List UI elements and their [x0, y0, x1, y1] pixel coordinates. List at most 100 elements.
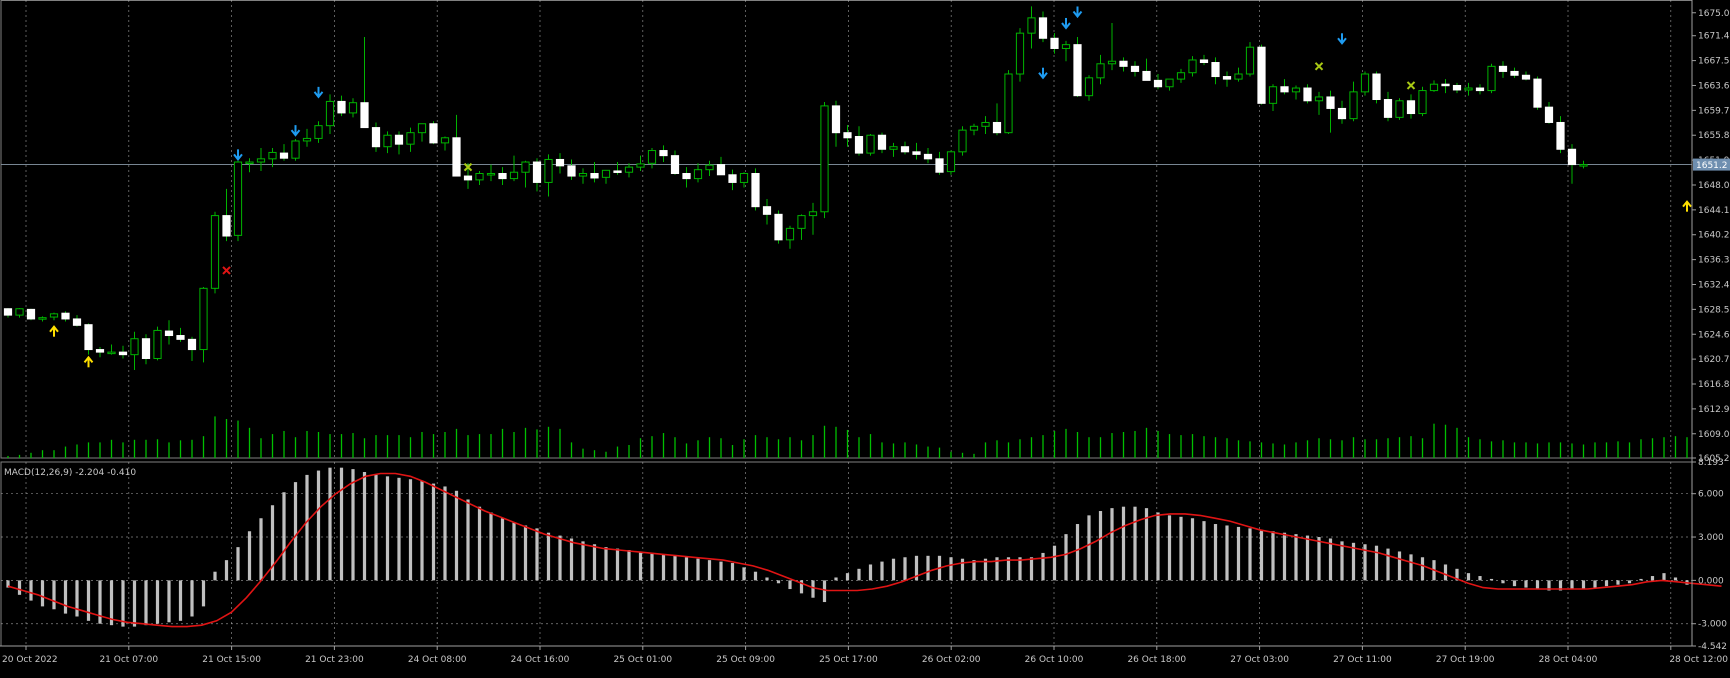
- candle[interactable]: [1372, 71, 1381, 104]
- candle[interactable]: [935, 151, 944, 175]
- current-price-tag[interactable]: 1651.2: [1693, 158, 1730, 172]
- candle[interactable]: [1395, 98, 1404, 120]
- candle[interactable]: [1510, 67, 1519, 78]
- candle[interactable]: [475, 170, 484, 185]
- candle[interactable]: [84, 323, 93, 355]
- candle[interactable]: [360, 36, 369, 129]
- candle[interactable]: [61, 311, 70, 322]
- candle[interactable]: [866, 133, 875, 156]
- candle[interactable]: [831, 100, 841, 147]
- candle[interactable]: [1234, 67, 1243, 82]
- candle[interactable]: [1349, 81, 1358, 122]
- candle[interactable]: [1061, 40, 1071, 62]
- candle[interactable]: [728, 169, 737, 191]
- candle[interactable]: [958, 126, 967, 156]
- candle[interactable]: [1257, 44, 1266, 105]
- candle[interactable]: [590, 162, 599, 183]
- candle[interactable]: [567, 159, 576, 180]
- candle[interactable]: [946, 150, 956, 175]
- candle[interactable]: [1015, 28, 1025, 82]
- candle[interactable]: [521, 160, 530, 188]
- candle[interactable]: [325, 94, 335, 134]
- candle[interactable]: [636, 155, 645, 171]
- candle[interactable]: [1464, 82, 1473, 96]
- candle[interactable]: [820, 102, 829, 219]
- candle[interactable]: [107, 344, 116, 355]
- candle[interactable]: [1533, 76, 1542, 110]
- candle[interactable]: [785, 225, 795, 249]
- candle[interactable]: [1119, 57, 1128, 72]
- candle[interactable]: [774, 210, 783, 244]
- candle[interactable]: [222, 188, 231, 242]
- candle[interactable]: [1498, 61, 1508, 78]
- candle[interactable]: [95, 347, 105, 358]
- candle[interactable]: [797, 214, 806, 240]
- candle[interactable]: [1268, 84, 1278, 111]
- candle[interactable]: [1475, 84, 1485, 95]
- candle[interactable]: [1245, 42, 1255, 77]
- candle[interactable]: [601, 169, 611, 184]
- candle[interactable]: [1165, 78, 1174, 91]
- candle[interactable]: [613, 162, 622, 175]
- candle[interactable]: [429, 121, 438, 145]
- candle[interactable]: [498, 167, 507, 185]
- candle[interactable]: [1280, 79, 1289, 95]
- candle[interactable]: [1199, 54, 1209, 66]
- candle[interactable]: [383, 131, 392, 154]
- candle[interactable]: [532, 158, 542, 192]
- candle[interactable]: [406, 127, 415, 152]
- candle[interactable]: [1360, 71, 1370, 96]
- candle[interactable]: [1521, 71, 1531, 81]
- candle[interactable]: [15, 308, 24, 318]
- candle[interactable]: [1130, 61, 1140, 77]
- candle[interactable]: [808, 202, 818, 235]
- candle[interactable]: [268, 147, 277, 168]
- candle[interactable]: [1038, 11, 1048, 43]
- candle[interactable]: [1556, 116, 1565, 154]
- candle[interactable]: [555, 153, 565, 174]
- candle[interactable]: [486, 164, 496, 182]
- candle[interactable]: [877, 132, 887, 154]
- price-candles[interactable]: [3, 6, 1588, 370]
- candle[interactable]: [1027, 6, 1036, 49]
- candle[interactable]: [210, 211, 220, 294]
- candle[interactable]: [440, 136, 450, 151]
- candle[interactable]: [26, 308, 36, 321]
- candle[interactable]: [1303, 84, 1312, 104]
- candle[interactable]: [1567, 144, 1577, 184]
- candle[interactable]: [1153, 73, 1163, 90]
- candle[interactable]: [256, 147, 266, 171]
- candle[interactable]: [118, 345, 128, 359]
- candle[interactable]: [1544, 102, 1554, 124]
- candle[interactable]: [923, 147, 933, 164]
- candle[interactable]: [705, 160, 714, 177]
- candle[interactable]: [1441, 79, 1450, 94]
- candle[interactable]: [624, 163, 634, 178]
- candle[interactable]: [716, 156, 726, 176]
- candle[interactable]: [164, 320, 174, 345]
- candle[interactable]: [854, 126, 864, 156]
- candle[interactable]: [1406, 94, 1416, 119]
- candle[interactable]: [843, 125, 852, 147]
- candle[interactable]: [291, 139, 300, 161]
- candle[interactable]: [1452, 82, 1462, 94]
- candle[interactable]: [187, 336, 197, 362]
- candle[interactable]: [49, 312, 59, 321]
- candle[interactable]: [130, 331, 139, 370]
- candle[interactable]: [1337, 100, 1347, 124]
- candle[interactable]: [1084, 75, 1094, 101]
- candle[interactable]: [1383, 91, 1393, 122]
- candle[interactable]: [72, 315, 82, 327]
- candle[interactable]: [337, 95, 346, 117]
- candle[interactable]: [544, 154, 553, 197]
- candle[interactable]: [245, 158, 254, 173]
- candle[interactable]: [176, 327, 185, 342]
- candle[interactable]: [348, 98, 358, 118]
- candle[interactable]: [1211, 57, 1220, 85]
- candle[interactable]: [1096, 54, 1105, 85]
- candle[interactable]: [233, 160, 243, 242]
- candle[interactable]: [1291, 85, 1301, 100]
- candle[interactable]: [1073, 36, 1082, 97]
- candle[interactable]: [1326, 90, 1335, 133]
